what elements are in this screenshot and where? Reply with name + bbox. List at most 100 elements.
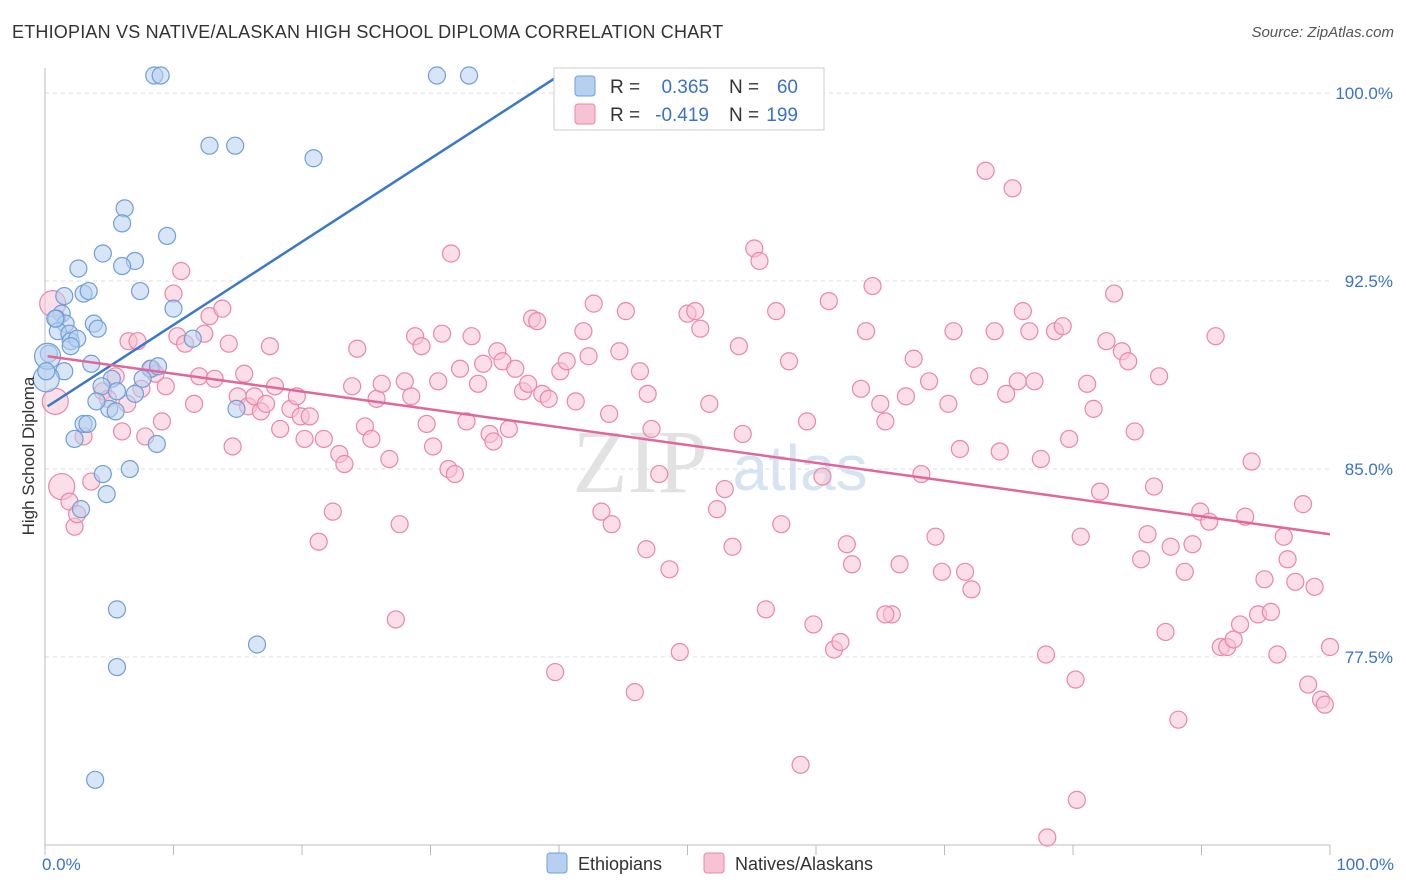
- nat-point-116: [733, 424, 752, 444]
- nat-point-150: [970, 367, 989, 386]
- trend-line-ethiopians: [46, 74, 560, 408]
- nat-point-155: [1003, 179, 1022, 198]
- x-tick-label-max: 100.0%: [1336, 855, 1394, 874]
- nat-point-159: [1025, 372, 1044, 391]
- native-points: [39, 161, 1340, 847]
- nat-point-19: [152, 412, 172, 431]
- nat-point-132: [851, 379, 871, 398]
- nat-point-100: [616, 302, 635, 321]
- nat-point-113: [715, 479, 734, 499]
- nat-point-30: [213, 299, 232, 318]
- nat-point-198: [1278, 550, 1297, 569]
- nat-point-119: [756, 600, 775, 619]
- nat-point-47: [309, 532, 328, 551]
- nat-point-95: [584, 294, 603, 313]
- eth-point-16: [130, 281, 150, 301]
- nat-point-195: [1261, 602, 1280, 622]
- nat-point-23: [172, 261, 191, 281]
- eth-point-7: [115, 199, 134, 218]
- y-tick-label-3: 100.0%: [1335, 84, 1393, 103]
- nat-point-103: [638, 384, 657, 403]
- nat-point-209: [1067, 790, 1086, 809]
- nat-point-165: [1066, 670, 1085, 689]
- eth-point-46: [93, 464, 112, 484]
- y-tick-label-0: 77.5%: [1345, 648, 1393, 667]
- nat-point-120: [767, 302, 786, 321]
- y-axis-label: High School Diploma: [19, 376, 38, 535]
- nat-point-135: [871, 394, 890, 413]
- nat-point-208: [1038, 828, 1057, 847]
- eth-point-4: [200, 136, 219, 155]
- nat-point-92: [566, 392, 585, 411]
- series-legend: Ethiopians Natives/Alaskans: [546, 852, 873, 874]
- nat-point-186: [1206, 327, 1225, 346]
- nat-point-134: [863, 276, 882, 296]
- eth-point-39: [125, 384, 145, 403]
- nat-point-206: [637, 540, 656, 559]
- nat-point-106: [660, 560, 679, 579]
- eth-point-37: [107, 382, 127, 401]
- nat-point-125: [804, 615, 823, 634]
- nat-point-151: [976, 161, 995, 180]
- eth-point-8: [112, 214, 132, 233]
- eth-point-6: [304, 149, 323, 168]
- nat-point-59: [386, 610, 405, 629]
- nat-point-93: [574, 322, 593, 341]
- eth-point-9: [157, 226, 177, 246]
- nat-point-181: [1169, 710, 1188, 729]
- nat-point-153: [990, 442, 1009, 461]
- eth-point-3: [459, 66, 479, 85]
- series-legend-swatch-natives: [703, 852, 725, 874]
- nat-point-73: [457, 412, 476, 431]
- eth-point-50: [107, 657, 127, 677]
- nat-point-205: [1320, 637, 1340, 657]
- nat-point-55: [362, 429, 381, 449]
- nat-point-154: [997, 384, 1016, 403]
- nat-point-104: [642, 419, 661, 439]
- legend-r-label-1: R =: [610, 77, 640, 98]
- nat-point-70: [441, 244, 461, 263]
- eth-point-58: [106, 402, 125, 421]
- nat-point-38: [256, 394, 276, 413]
- nat-point-178: [1149, 367, 1169, 386]
- nat-point-62: [402, 387, 421, 406]
- nat-point-110: [691, 319, 710, 338]
- nat-point-177: [1144, 477, 1164, 496]
- nat-point-149: [962, 580, 981, 599]
- nat-point-156: [1008, 372, 1027, 391]
- legend-r-label-2: R =: [610, 105, 640, 126]
- y-tick-label-2: 92.5%: [1345, 272, 1393, 291]
- eth-point-35: [133, 369, 152, 388]
- nat-point-25: [184, 394, 204, 413]
- nat-point-107: [670, 642, 689, 662]
- legend-n-label-2: N =: [729, 105, 759, 126]
- nat-point-175: [1132, 550, 1151, 569]
- nat-point-183: [1183, 535, 1202, 554]
- nat-point-32: [223, 437, 242, 456]
- nat-point-91: [557, 352, 576, 371]
- nat-point-34: [235, 364, 254, 383]
- nat-point-114: [723, 537, 742, 556]
- eth-point-42: [78, 414, 97, 434]
- nat-point-76: [474, 354, 493, 373]
- legend-swatch-ethiopians: [574, 75, 596, 97]
- eth-point-24: [88, 319, 107, 338]
- y-tick-label-1: 85.0%: [1345, 460, 1393, 479]
- eth-point-17: [55, 286, 74, 306]
- nat-point-133: [857, 322, 876, 341]
- legend-r-value-1: 0.365: [661, 77, 709, 98]
- nat-point-48: [314, 429, 333, 449]
- nat-point-111: [700, 394, 719, 413]
- nat-point-20: [156, 377, 175, 396]
- nat-point-164: [1060, 429, 1079, 449]
- eth-point-18: [164, 299, 183, 318]
- series-legend-label-natives: Natives/Alaskans: [735, 854, 873, 874]
- nat-point-171: [1105, 284, 1124, 303]
- eth-point-10: [93, 244, 112, 263]
- nat-point-138: [890, 555, 909, 574]
- eth-point-15: [79, 281, 98, 301]
- nat-point-94: [579, 347, 598, 366]
- legend-n-label-1: N =: [729, 77, 759, 98]
- nat-point-74: [462, 327, 481, 346]
